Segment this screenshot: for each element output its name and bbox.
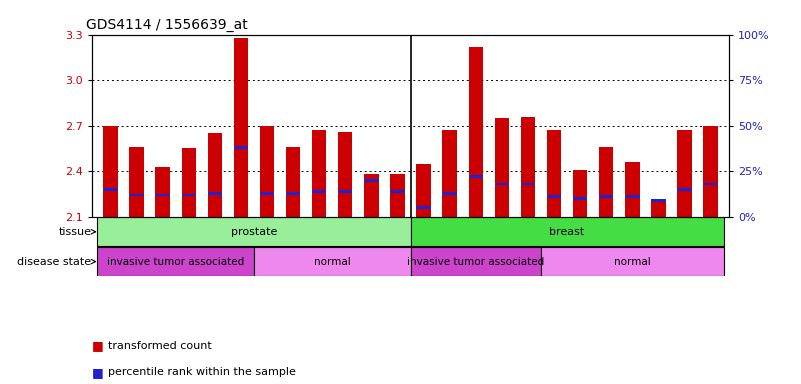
Bar [129, 194, 143, 196]
Bar [98, 217, 411, 246]
Bar [703, 126, 718, 217]
Bar [573, 170, 587, 217]
Bar [234, 38, 248, 217]
Bar [390, 190, 405, 193]
Bar [521, 183, 535, 185]
Text: transformed count: transformed count [108, 341, 212, 351]
Bar [103, 126, 118, 217]
Bar [207, 133, 222, 217]
Bar [469, 47, 483, 217]
Text: breast: breast [549, 227, 585, 237]
Bar [625, 162, 639, 217]
Text: ■: ■ [92, 366, 108, 379]
Text: percentile rank within the sample: percentile rank within the sample [108, 367, 296, 377]
Bar [234, 146, 248, 149]
Bar [417, 206, 431, 209]
Text: tissue: tissue [58, 227, 91, 237]
Bar [98, 247, 254, 276]
Bar [390, 174, 405, 217]
Text: invasive tumor associated: invasive tumor associated [407, 257, 545, 266]
Bar [312, 130, 326, 217]
Bar [495, 183, 509, 185]
Bar [417, 164, 431, 217]
Bar [703, 183, 718, 185]
Bar [338, 190, 352, 193]
Bar [182, 194, 196, 196]
Bar [260, 192, 274, 195]
Bar [469, 175, 483, 178]
Bar [599, 195, 614, 198]
Bar [155, 194, 170, 196]
Bar [678, 188, 692, 191]
Bar [625, 195, 639, 198]
Bar [207, 192, 222, 195]
Bar [678, 130, 692, 217]
Bar [411, 247, 541, 276]
Bar [260, 126, 274, 217]
Bar [442, 192, 457, 195]
Bar [155, 167, 170, 217]
Bar [286, 192, 300, 195]
Bar [541, 247, 723, 276]
Bar [495, 118, 509, 217]
Bar [651, 199, 666, 202]
Bar [312, 190, 326, 193]
Bar [338, 132, 352, 217]
Bar [547, 130, 562, 217]
Bar [103, 188, 118, 191]
Text: normal: normal [314, 257, 351, 266]
Text: ■: ■ [92, 339, 108, 352]
Text: invasive tumor associated: invasive tumor associated [107, 257, 244, 266]
Bar [573, 197, 587, 200]
Bar [547, 195, 562, 198]
Bar [442, 130, 457, 217]
Bar [254, 247, 411, 276]
Bar [364, 174, 379, 217]
Bar [182, 149, 196, 217]
Bar [599, 147, 614, 217]
Bar [364, 179, 379, 182]
Text: prostate: prostate [231, 227, 277, 237]
Bar [411, 217, 723, 246]
Bar [521, 117, 535, 217]
Bar [651, 199, 666, 217]
Text: normal: normal [614, 257, 650, 266]
Text: disease state: disease state [18, 257, 91, 266]
Text: GDS4114 / 1556639_at: GDS4114 / 1556639_at [86, 18, 248, 32]
Bar [286, 147, 300, 217]
Bar [129, 147, 143, 217]
